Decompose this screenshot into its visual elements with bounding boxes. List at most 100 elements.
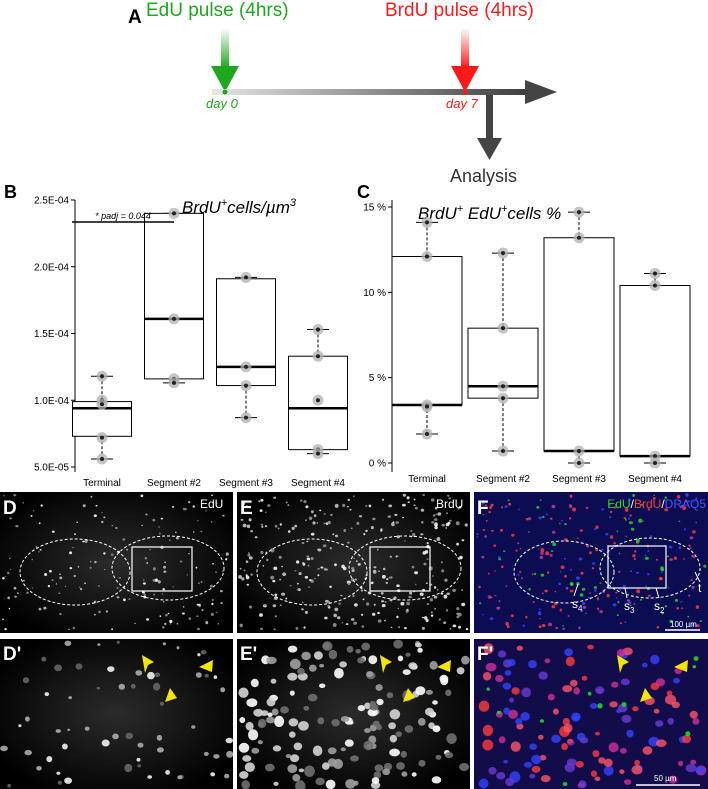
- nucleus: [8, 607, 11, 610]
- panel-c-chart: C BrdU+ EdU+cells % 0 % 5 % 10 % 15 % Termin…: [357, 182, 691, 485]
- nucleus: [357, 705, 366, 712]
- nucleus: [673, 677, 680, 684]
- data-point-core: [653, 454, 657, 459]
- arrowhead-icon: [674, 660, 688, 672]
- nucleus: [621, 702, 627, 707]
- nucleus: [261, 525, 264, 528]
- nucleus: [372, 569, 377, 574]
- nucleus: [363, 533, 366, 536]
- nucleus: [561, 520, 564, 522]
- arrowhead-icon: [640, 688, 652, 702]
- nucleus: [440, 592, 444, 595]
- nucleus: [307, 564, 310, 567]
- nucleus: [445, 689, 452, 697]
- nucleus: [599, 610, 603, 614]
- nucleus: [667, 586, 670, 589]
- nucleus: [274, 524, 278, 528]
- nucleus: [289, 731, 296, 738]
- nucleus: [678, 500, 681, 502]
- nucleus: [601, 508, 604, 511]
- x-tick-label: Terminal: [408, 474, 446, 485]
- nucleus: [596, 597, 600, 600]
- x-tick-label: Segment #2: [476, 474, 530, 485]
- nucleus: [650, 682, 660, 691]
- segment-outlines: [19, 535, 701, 606]
- nucleus: [644, 554, 647, 557]
- nucleus: [563, 557, 567, 560]
- nucleus: [387, 515, 392, 518]
- nucleus: [681, 607, 684, 610]
- nucleus: [195, 566, 198, 569]
- nucleus: [664, 605, 668, 608]
- nucleus: [141, 591, 145, 594]
- data-point-core: [501, 449, 505, 454]
- nucleus: [149, 549, 151, 551]
- nucleus: [220, 687, 226, 693]
- nucleus: [381, 498, 385, 501]
- nucleus: [437, 512, 442, 516]
- nucleus: [490, 596, 493, 599]
- nucleus: [205, 621, 209, 625]
- nucleus: [348, 720, 354, 725]
- nucleus: [316, 522, 319, 524]
- nucleus: [239, 771, 249, 779]
- nucleus: [589, 551, 592, 555]
- nucleus: [312, 521, 316, 525]
- nucleus: [159, 615, 162, 618]
- nucleus: [372, 612, 376, 616]
- nucleus: [633, 550, 637, 553]
- data-point-core: [577, 449, 581, 454]
- nucleus: [361, 613, 364, 616]
- segment-label-s4: s4: [572, 597, 583, 613]
- nucleus: [503, 707, 511, 715]
- nucleus: [271, 708, 279, 716]
- nucleus: [241, 577, 245, 581]
- nucleus: [0, 745, 8, 752]
- nucleus: [301, 651, 311, 661]
- y-tick-label: 2.0E-04: [34, 262, 69, 273]
- nucleus: [404, 627, 407, 630]
- nucleus: [389, 748, 400, 757]
- nucleus: [266, 716, 275, 724]
- nucleus: [242, 523, 247, 528]
- nucleus: [447, 494, 450, 497]
- y-tick-label: 0 %: [369, 459, 386, 470]
- nucleus: [560, 565, 565, 569]
- nucleus: [107, 666, 115, 672]
- nucleus: [215, 502, 218, 504]
- nucleus: [432, 514, 436, 517]
- nucleus: [683, 528, 687, 531]
- nucleus: [295, 627, 299, 630]
- nucleus: [118, 683, 126, 690]
- nucleus: [425, 707, 434, 716]
- nucleus: [289, 585, 292, 587]
- nucleus: [528, 531, 530, 533]
- nucleus: [494, 594, 497, 597]
- nucleus: [7, 783, 12, 788]
- nucleus: [376, 698, 384, 706]
- nucleus: [668, 545, 673, 549]
- nucleus: [222, 570, 224, 572]
- nucleus: [308, 516, 313, 521]
- nucleus: [631, 527, 635, 531]
- nucleus: [273, 781, 279, 786]
- nucleus: [220, 590, 223, 593]
- nucleus: [632, 554, 636, 558]
- nucleus: [41, 656, 47, 662]
- nucleus: [632, 706, 639, 712]
- data-point-core: [172, 380, 176, 385]
- nucleus: [576, 576, 580, 580]
- nucleus: [536, 506, 540, 509]
- nucleus: [446, 592, 451, 596]
- nucleus: [597, 703, 603, 709]
- nucleus: [179, 560, 183, 563]
- nucleus: [68, 696, 72, 700]
- nucleus: [75, 663, 83, 670]
- nucleus: [44, 692, 50, 697]
- data-point-core: [244, 364, 248, 369]
- nucleus: [354, 603, 358, 607]
- nucleus: [412, 533, 416, 537]
- nucleus: [347, 498, 351, 502]
- data-point-core: [316, 327, 320, 332]
- nucleus: [640, 598, 643, 601]
